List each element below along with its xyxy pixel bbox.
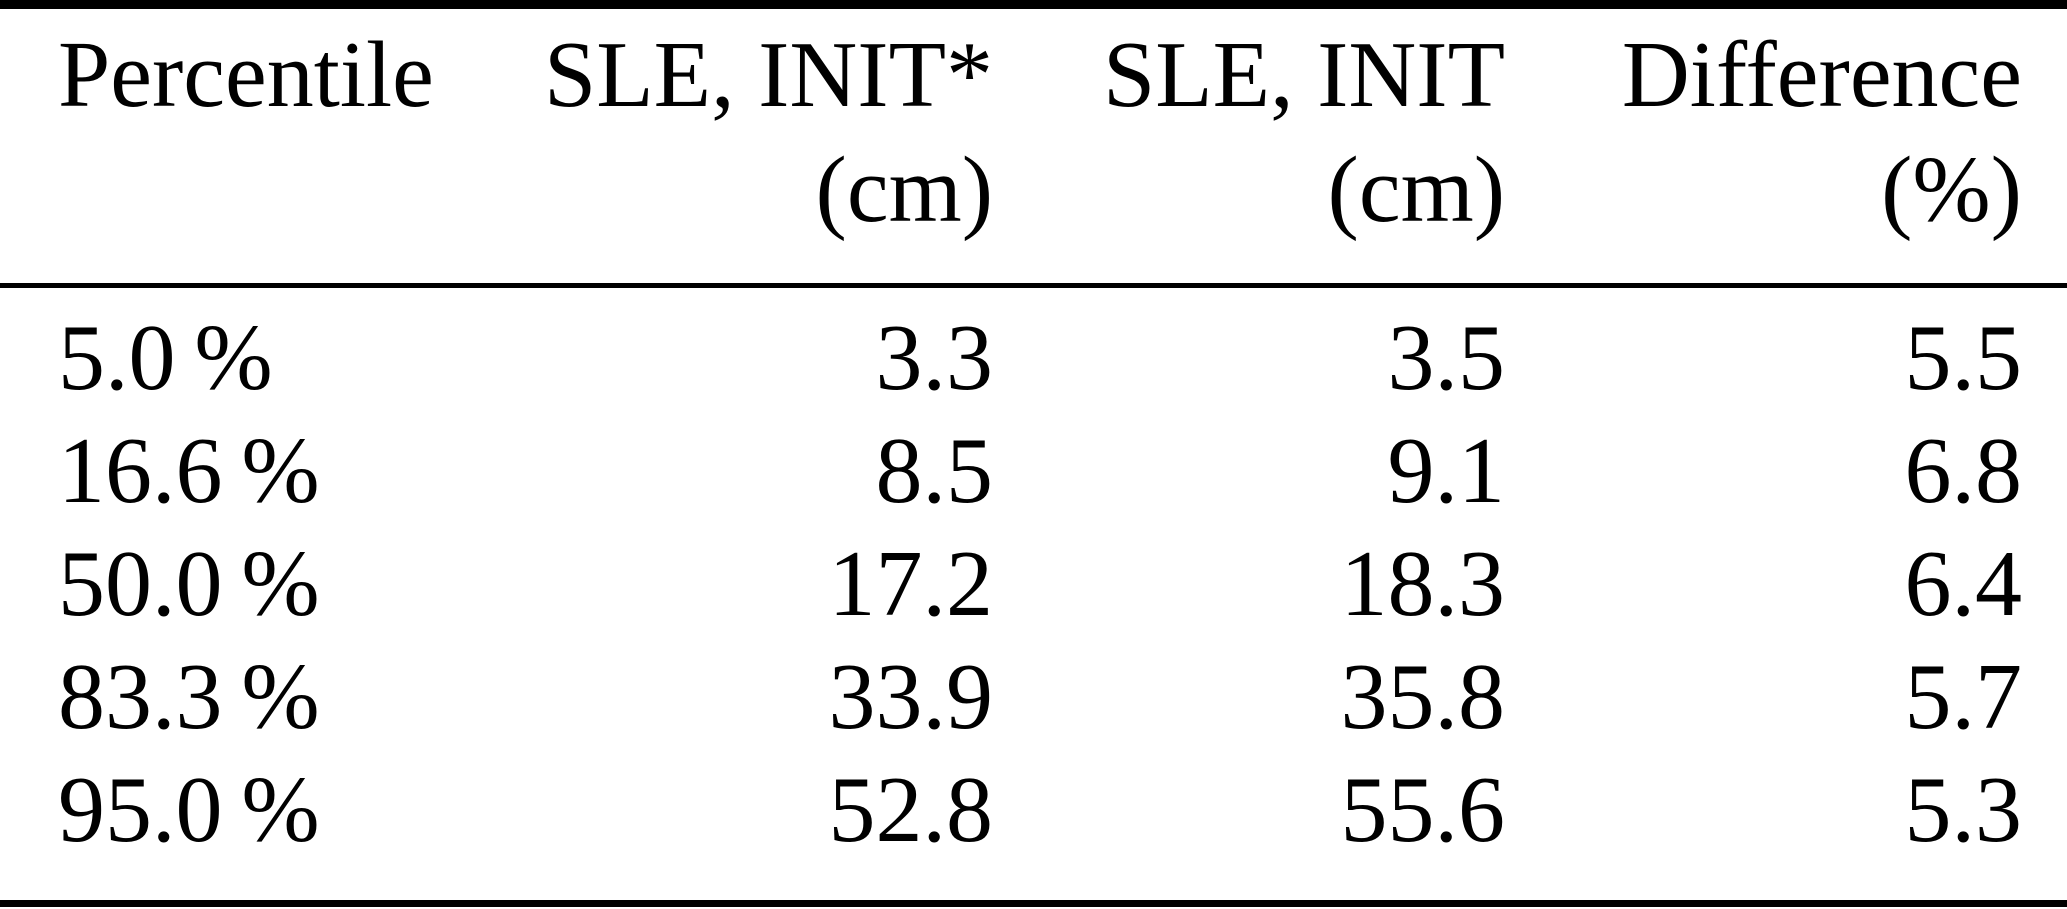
- column-unit: (%): [1881, 138, 2022, 242]
- column-label: Percentile: [58, 23, 434, 127]
- cell-sle-init-star: 52.8: [828, 758, 994, 862]
- table-row: 5.0 % 3.3 3.5 5.5: [0, 286, 2067, 416]
- cell-sle-init: 55.6: [1340, 758, 1506, 862]
- table-row: 95.0 % 52.8 55.6 5.3: [0, 754, 2067, 904]
- cell-difference: 5.3: [1904, 758, 2023, 862]
- column-header-sle-init-star: SLE, INIT* (cm): [500, 4, 993, 288]
- cell-sle-init-star: 3.3: [875, 306, 994, 410]
- table-row: 50.0 % 17.2 18.3 6.4: [0, 528, 2067, 641]
- cell-percentile: 16.6 %: [58, 419, 320, 523]
- column-unit: (cm): [815, 138, 993, 242]
- column-header-sle-init: SLE, INIT (cm): [993, 4, 1505, 288]
- header-row: Percentile SLE, INIT* (cm) SLE, INIT (cm…: [0, 4, 2067, 288]
- cell-difference: 5.5: [1904, 306, 2023, 410]
- table-header: Percentile SLE, INIT* (cm) SLE, INIT (cm…: [0, 4, 2067, 288]
- column-label: SLE, INIT*: [543, 23, 993, 127]
- cell-difference: 6.8: [1904, 419, 2023, 523]
- cell-percentile: 5.0 %: [58, 306, 273, 410]
- cell-sle-init-star: 17.2: [828, 532, 994, 636]
- cell-sle-init: 18.3: [1340, 532, 1506, 636]
- cell-difference: 5.7: [1904, 645, 2023, 749]
- cell-sle-init-star: 33.9: [828, 645, 994, 749]
- column-header-percentile: Percentile: [0, 4, 500, 288]
- cell-sle-init: 3.5: [1387, 306, 1506, 410]
- cell-sle-init: 35.8: [1340, 645, 1506, 749]
- cell-difference: 6.4: [1904, 532, 2023, 636]
- column-header-difference: Difference (%): [1505, 4, 2067, 288]
- cell-percentile: 50.0 %: [58, 532, 320, 636]
- column-label: Difference: [1621, 23, 2022, 127]
- table-row: 16.6 % 8.5 9.1 6.8: [0, 415, 2067, 528]
- cell-percentile: 95.0 %: [58, 758, 320, 862]
- column-label: SLE, INIT: [1102, 23, 1505, 127]
- table-row: 83.3 % 33.9 35.8 5.7: [0, 641, 2067, 754]
- table-body: 5.0 % 3.3 3.5 5.5 16.6 % 8.5 9.1 6.8 50.…: [0, 286, 2067, 904]
- cell-sle-init: 9.1: [1387, 419, 1506, 523]
- column-unit: (cm): [1327, 138, 1505, 242]
- cell-sle-init-star: 8.5: [875, 419, 994, 523]
- cell-percentile: 83.3 %: [58, 645, 320, 749]
